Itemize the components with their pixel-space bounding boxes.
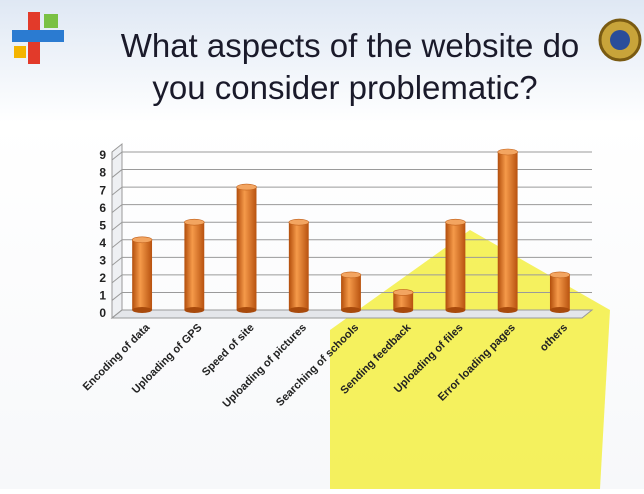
y-tick-label: 1 [99, 289, 106, 303]
bar-top [132, 237, 152, 243]
y-tick-label: 3 [99, 254, 106, 268]
plot-wall [112, 144, 122, 318]
bar [184, 222, 204, 310]
bar-base [237, 307, 257, 313]
bar [550, 275, 570, 310]
bar-top [289, 219, 309, 225]
y-tick-label: 2 [99, 271, 106, 285]
bar-top [237, 184, 257, 190]
bar-base [184, 307, 204, 313]
y-tick-label: 0 [99, 306, 106, 320]
bar [341, 275, 361, 310]
bar-base [132, 307, 152, 313]
bar [498, 152, 518, 310]
slide: What aspects of the website doyou consid… [0, 0, 644, 489]
bar-top [550, 272, 570, 278]
y-tick-label: 9 [99, 148, 106, 162]
bar-base [393, 307, 413, 313]
y-tick-label: 7 [99, 183, 106, 197]
bar-top [341, 272, 361, 278]
bar-base [289, 307, 309, 313]
bar-base [498, 307, 518, 313]
bar [237, 187, 257, 310]
y-tick-label: 6 [99, 201, 106, 215]
bar-top [446, 219, 466, 225]
y-tick-label: 4 [99, 236, 106, 250]
bar-base [550, 307, 570, 313]
bar [446, 222, 466, 310]
bar [289, 222, 309, 310]
y-tick-label: 8 [99, 166, 106, 180]
bar [132, 240, 152, 310]
bar-base [446, 307, 466, 313]
seal-center [610, 30, 630, 50]
bar-top [393, 289, 413, 295]
bar-base [341, 307, 361, 313]
y-tick-label: 5 [99, 218, 106, 232]
bar-top [498, 149, 518, 155]
bar-top [184, 219, 204, 225]
